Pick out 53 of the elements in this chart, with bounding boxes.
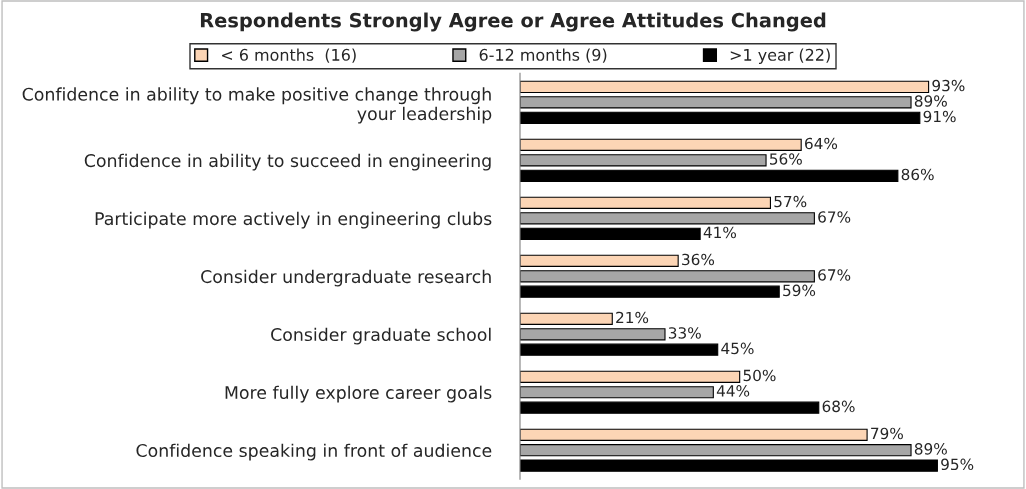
data-label: 45% [721,342,754,355]
bar [520,270,815,283]
chart-title: Respondents Strongly Agree or Agree Attitudes Changed [200,12,826,32]
bar [520,169,899,182]
data-label: 93% [932,79,965,92]
bar [520,212,815,225]
data-label: 33% [668,327,701,339]
data-label: 89% [914,443,947,455]
bar [520,96,912,109]
bar [520,227,701,240]
data-label: 86% [901,168,934,181]
data-label: 95% [941,458,974,471]
bar [520,444,912,457]
data-label: 44% [716,385,750,397]
bar [520,401,820,414]
y-tick-label: Confidence in ability to succeed in engineering [84,153,491,171]
bar [520,370,741,383]
legend-label: 6-12 months (9) [479,48,607,63]
data-label: 64% [805,137,838,150]
bar [520,254,679,267]
legend-label: < 6 months (16) [222,48,356,63]
data-label: 57% [774,195,807,208]
data-label: 21% [616,311,649,324]
data-label: 68% [822,400,855,413]
data-label: 67% [818,269,851,281]
legend-label: >1 year (22) [730,48,830,64]
y-tick-label: Consider undergraduate research [201,269,491,287]
y-tick-label: More fully explore career goals [225,385,492,403]
bar [520,196,771,209]
bar [520,154,767,167]
data-label: 36% [682,253,715,266]
data-label: 89% [914,95,947,107]
bar [520,111,921,124]
bar [520,80,930,94]
data-label: 91% [923,110,956,123]
y-tick-label: Participate more actively in engineering clubs [95,211,492,229]
bar [520,328,666,341]
data-label: 59% [783,284,816,297]
bar [520,428,868,441]
y-tick-label: Confidence speaking in front of audience [136,443,492,461]
y-tick-label: Confidence in ability to make positive change through your leadership [22,87,492,124]
bar [520,459,938,472]
data-label: 67% [818,211,851,223]
bar [520,312,613,325]
data-label: 79% [871,427,903,440]
bar [520,138,802,151]
bar [520,285,780,298]
data-label: 56% [770,153,802,165]
data-label: 50% [743,369,776,382]
bar [520,386,714,399]
data-label: 41% [703,226,737,239]
bar [520,343,719,356]
y-tick-label: Consider graduate school [271,327,491,345]
